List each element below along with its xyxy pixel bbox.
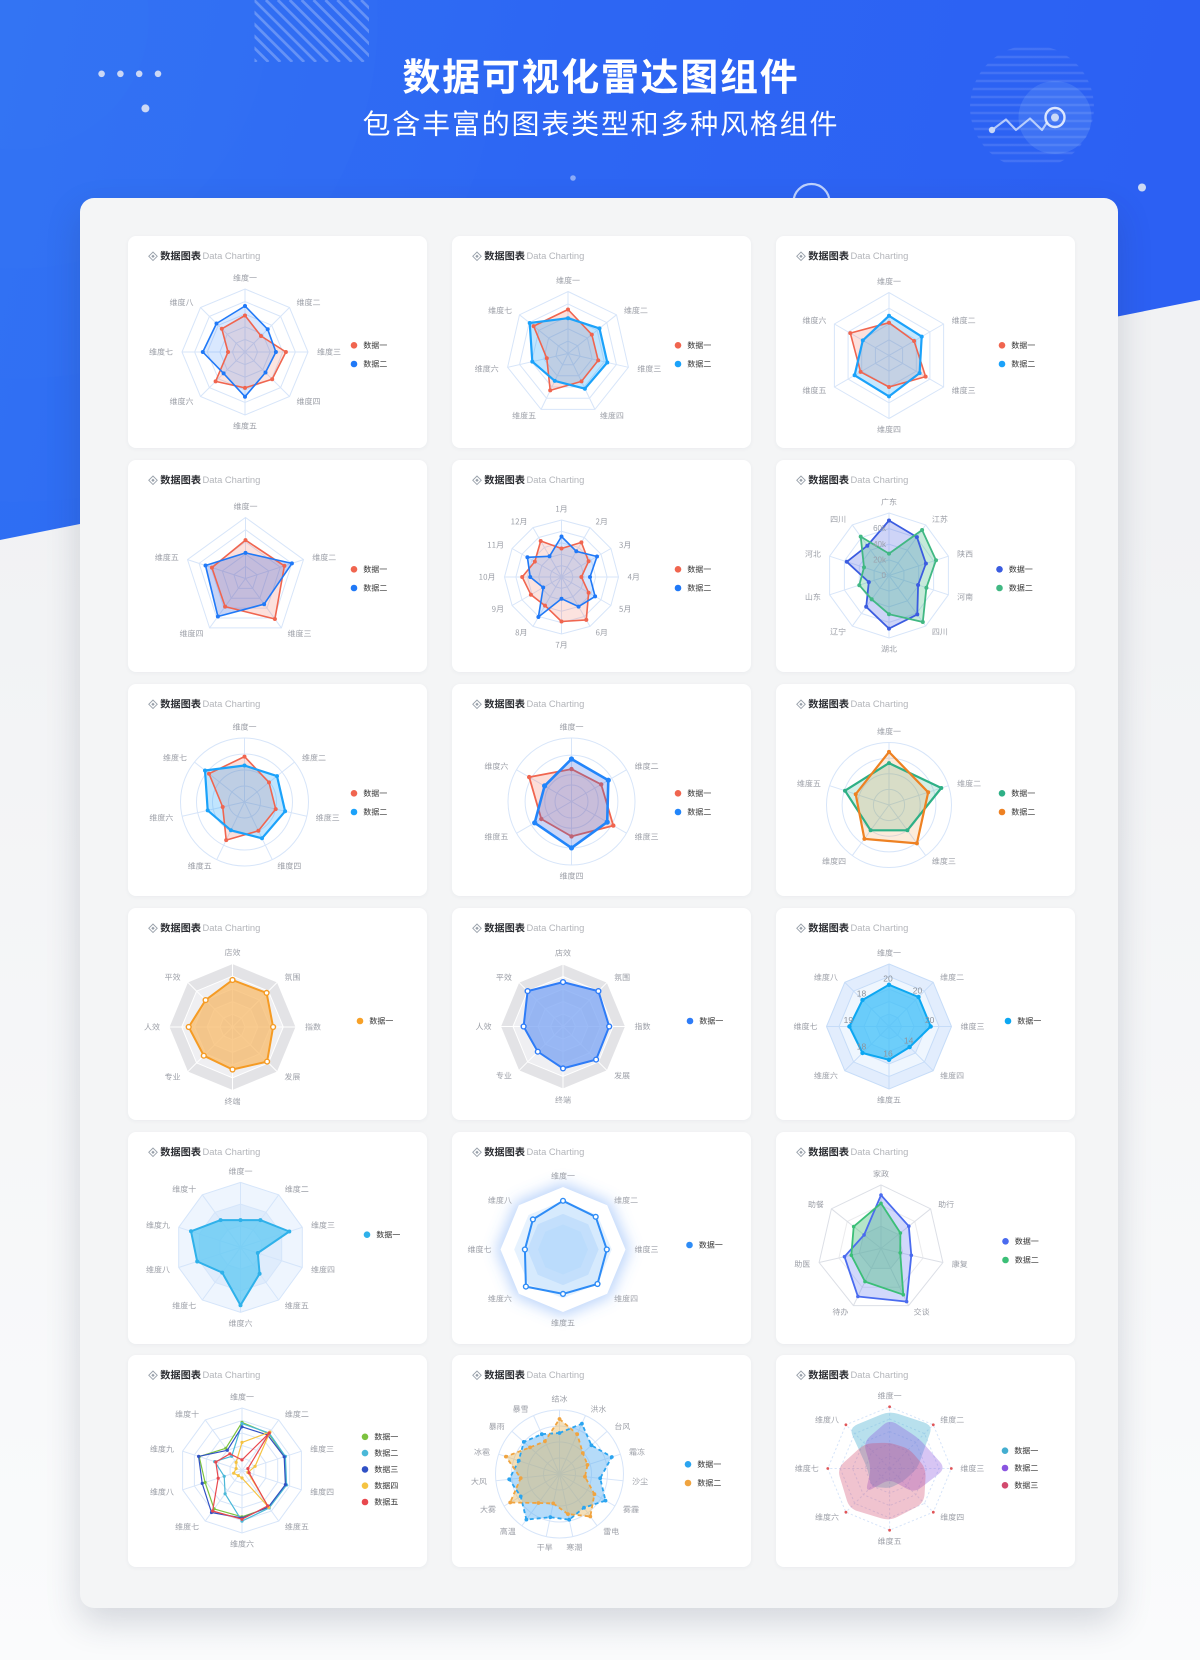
svg-text:Data Charting: Data Charting [527, 698, 585, 709]
svg-text:Data Charting: Data Charting [851, 250, 909, 261]
svg-text:Data Charting: Data Charting [851, 1146, 909, 1157]
svg-text:Data Charting: Data Charting [851, 1369, 909, 1380]
svg-text:Data Charting: Data Charting [851, 922, 909, 933]
svg-text:18: 18 [857, 989, 867, 999]
svg-text:20: 20 [883, 973, 893, 983]
svg-text:Data Charting: Data Charting [203, 474, 261, 485]
svg-text:Data Charting: Data Charting [527, 922, 585, 933]
svg-text:40k: 40k [873, 540, 887, 549]
svg-text:60k: 60k [873, 524, 887, 533]
svg-text:18: 18 [857, 1042, 867, 1052]
svg-text:Data Charting: Data Charting [527, 250, 585, 261]
svg-text:Data Charting: Data Charting [203, 250, 261, 261]
svg-text:Data Charting: Data Charting [527, 474, 585, 485]
svg-text:16: 16 [883, 1048, 893, 1058]
svg-text:Data Charting: Data Charting [851, 474, 909, 485]
svg-text:Data Charting: Data Charting [527, 1369, 585, 1380]
svg-text:14: 14 [904, 1036, 914, 1046]
svg-text:20k: 20k [873, 555, 887, 564]
svg-text:Data Charting: Data Charting [527, 1146, 585, 1157]
svg-text:19: 19 [844, 1015, 854, 1025]
svg-text:Data Charting: Data Charting [203, 1369, 261, 1380]
svg-text:20: 20 [913, 986, 923, 996]
svg-text:Data Charting: Data Charting [203, 698, 261, 709]
svg-text:Data Charting: Data Charting [203, 1146, 261, 1157]
svg-text:0: 0 [882, 571, 887, 580]
svg-text:20: 20 [925, 1015, 935, 1025]
svg-text:Data Charting: Data Charting [851, 698, 909, 709]
svg-text:Data Charting: Data Charting [203, 922, 261, 933]
